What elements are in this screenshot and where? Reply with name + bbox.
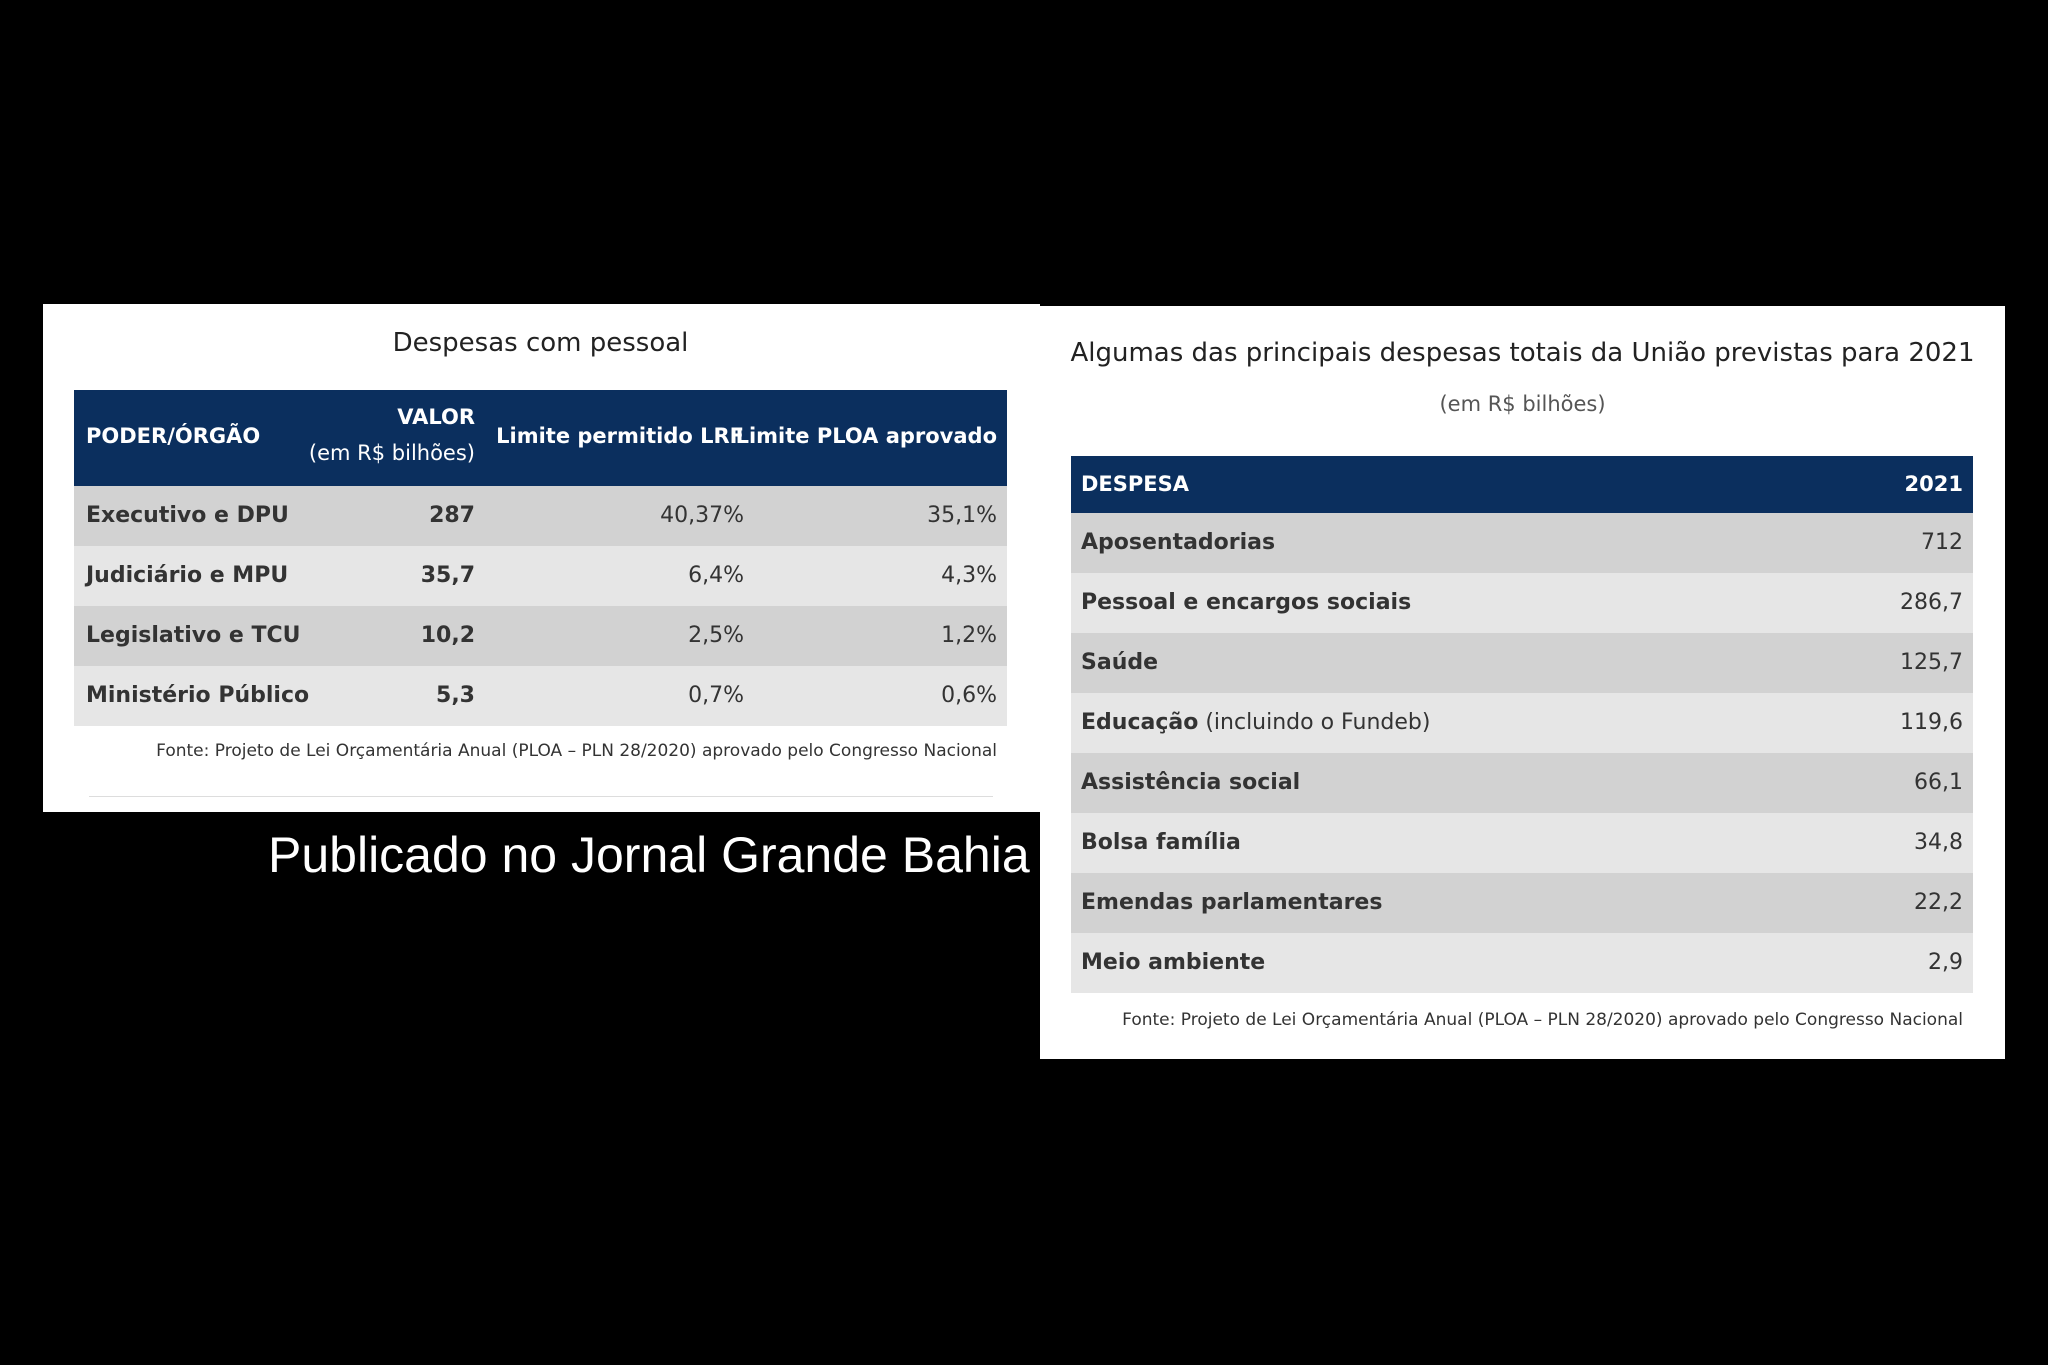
header-cell: Limite PLOA aprovado: [735, 424, 997, 448]
table-row: Pessoal e encargos sociais 286,7: [1071, 573, 1973, 633]
row-label: Judiciário e MPU: [86, 563, 289, 588]
label: Assistência social: [1081, 770, 1301, 795]
row-label: Legislativo e TCU: [86, 623, 301, 648]
row-label: Emendas parlamentares: [1081, 890, 1382, 915]
table-row: Executivo e DPU 287 40,37% 35,1%: [74, 486, 1007, 546]
table-row: Ministério Público 5,3 0,7% 0,6%: [74, 666, 1007, 726]
label: Meio ambiente: [1081, 950, 1266, 975]
cell-value: 119,6: [1900, 710, 1963, 735]
cell-value: 34,8: [1914, 830, 1963, 855]
cell-value: 287: [429, 503, 475, 528]
cell-value: 2,9: [1928, 950, 1963, 975]
label-detail: (incluindo o Fundeb): [1205, 710, 1431, 735]
table-row: Emendas parlamentares 22,2: [1071, 873, 1973, 933]
table-row: Bolsa família 34,8: [1071, 813, 1973, 873]
table-row: Legislativo e TCU 10,2 2,5% 1,2%: [74, 606, 1007, 666]
label: Emendas parlamentares: [1081, 890, 1383, 915]
table-row: Saúde 125,7: [1071, 633, 1973, 693]
row-label: Assistência social: [1081, 770, 1300, 795]
header-cell: 2021: [1904, 472, 1963, 496]
row-label: Saúde: [1081, 650, 1158, 675]
label: Saúde: [1081, 650, 1159, 675]
cell-value: 0,6%: [941, 683, 997, 708]
label: Educação: [1081, 710, 1199, 735]
cell-value: 712: [1921, 530, 1963, 555]
cell-value: 1,2%: [941, 623, 997, 648]
source: Fonte: Projeto de Lei Orçamentária Anual…: [1122, 1010, 1963, 1030]
row-label: Ministério Público: [86, 683, 310, 708]
row-label: Meio ambiente: [1081, 950, 1265, 975]
label: Aposentadorias: [1081, 530, 1276, 555]
row-label: Educação (incluindo o Fundeb): [1081, 710, 1430, 735]
cell-value: 286,7: [1900, 590, 1963, 615]
cell-value: 4,3%: [941, 563, 997, 588]
header-cell: (em R$ bilhões): [308, 441, 475, 465]
subtitle: (em R$ bilhões): [1439, 392, 1606, 416]
cell-value: 35,7: [420, 563, 475, 588]
label: Bolsa família: [1081, 830, 1241, 855]
source: Fonte: Projeto de Lei Orçamentária Anual…: [156, 741, 997, 761]
table-header: DESPESA 2021: [1071, 456, 1973, 513]
caption: Publicado no Jornal Grande Bahia: [268, 827, 1030, 883]
table-header: PODER/ÓRGÃO VALOR (em R$ bilhões) Limite pe…: [74, 390, 1007, 486]
title: Algumas das principais despesas totais d…: [1070, 338, 1975, 368]
table-row: Meio ambiente 2,9: [1071, 933, 1973, 993]
title: Despesas com pessoal: [392, 328, 689, 358]
row-label: Aposentadorias: [1081, 530, 1275, 555]
header-cell: Limite permitido LRF: [496, 424, 744, 448]
row-label: Executivo e DPU: [86, 503, 289, 528]
row-label: Pessoal e encargos sociais: [1081, 590, 1411, 615]
cell-value: 2,5%: [688, 623, 744, 648]
cell-value: 6,4%: [688, 563, 744, 588]
header-cell: VALOR: [397, 405, 475, 429]
divider: [89, 796, 993, 797]
row-label: Bolsa família: [1081, 830, 1241, 855]
table-row: Educação (incluindo o Fundeb) 119,6: [1071, 693, 1973, 753]
table-row: Assistência social 66,1: [1071, 753, 1973, 813]
cell-value: 66,1: [1914, 770, 1963, 795]
table-row: Aposentadorias 712: [1071, 513, 1973, 573]
header-cell: DESPESA: [1081, 472, 1190, 496]
cell-value: 0,7%: [688, 683, 744, 708]
label: Pessoal e encargos sociais: [1081, 590, 1412, 615]
cell-value: 125,7: [1900, 650, 1963, 675]
cell-value: 35,1%: [927, 503, 997, 528]
cell-value: 10,2: [420, 623, 475, 648]
cell-value: 40,37%: [660, 503, 744, 528]
header-cell: PODER/ÓRGÃO: [86, 424, 261, 448]
cell-value: 5,3: [436, 683, 475, 708]
table-row: Judiciário e MPU 35,7 6,4% 4,3%: [74, 546, 1007, 606]
cell-value: 22,2: [1914, 890, 1963, 915]
